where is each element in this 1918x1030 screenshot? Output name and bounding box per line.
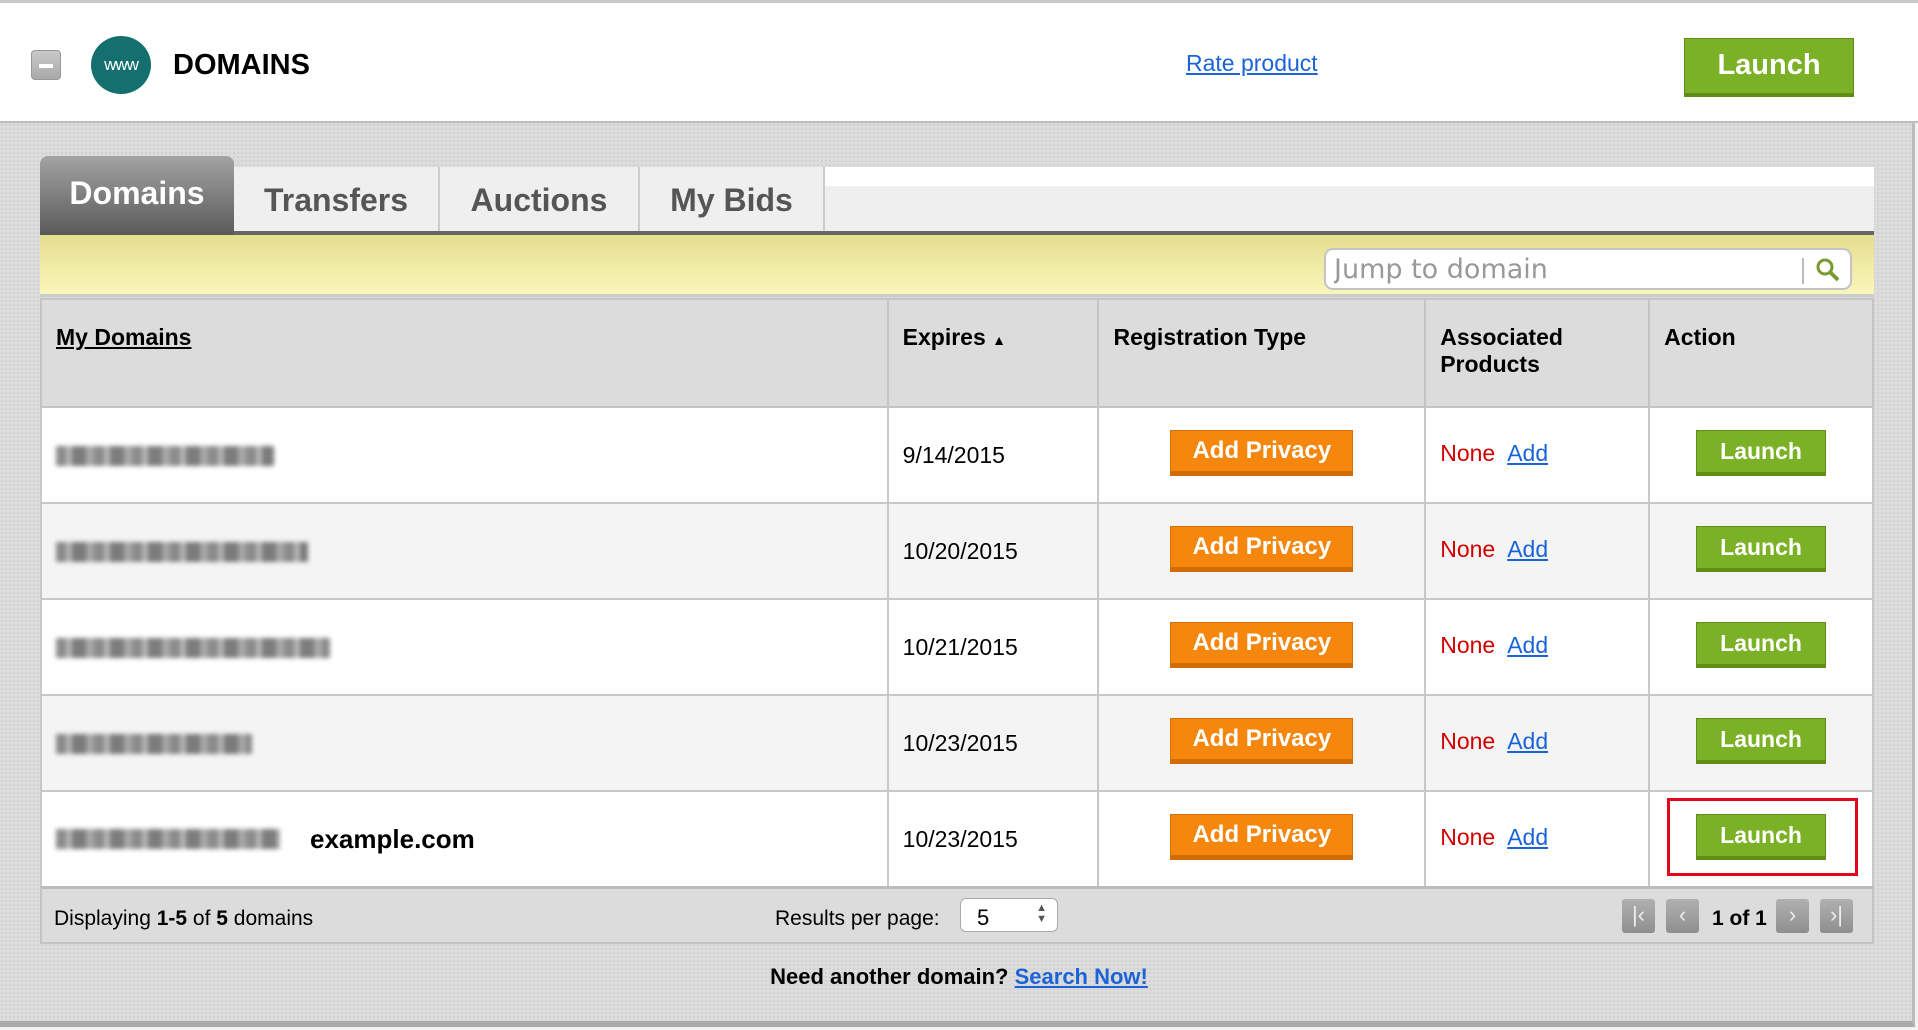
table-row: 9/14/2015 Add Privacy None Add Launch [40,406,1874,504]
domain-name-redacted[interactable] [56,542,308,563]
expires-sort[interactable]: Expires [902,324,986,350]
tab-my-bids[interactable]: My Bids [640,167,825,231]
expires-date: 10/23/2015 [886,790,1100,888]
associated-none: None [1440,824,1496,850]
first-page-icon[interactable]: |‹ [1622,899,1655,933]
page-title: DOMAINS [173,49,310,81]
associated-none: None [1440,440,1496,466]
expires-date: 10/23/2015 [886,694,1100,792]
launch-button[interactable]: Launch [1696,622,1827,668]
page-info: 1 of 1 [1712,907,1767,930]
associated-none: None [1440,536,1496,562]
jump-to-domain-field [1324,248,1852,290]
launch-button[interactable]: Launch [1696,814,1827,860]
associated-products-header: Associated Products [1424,298,1651,408]
rate-product-link[interactable]: Rate product [1186,50,1318,76]
search-prompt: Need another domain? Search Now! [0,964,1918,990]
launch-button[interactable]: Launch [1684,38,1854,97]
add-product-link[interactable]: Add [1507,632,1549,658]
launch-button[interactable]: Launch [1696,526,1827,572]
table-footer: Displaying 1-5 of 5 domains Results per … [40,886,1874,944]
expires-date: 10/21/2015 [886,598,1100,696]
divider [1802,258,1804,284]
registration-type-header: Registration Type [1097,298,1427,408]
results-per-page-value: 5 [977,905,990,930]
add-product-link[interactable]: Add [1507,536,1549,562]
sort-ascending-icon: ▲ [992,332,1007,348]
expires-date: 10/20/2015 [886,502,1100,600]
launch-button[interactable]: Launch [1696,718,1827,764]
add-product-link[interactable]: Add [1507,440,1549,466]
table-row: 10/20/2015 Add Privacy None Add Launch [40,502,1874,600]
jump-to-domain-input[interactable] [1334,254,1804,284]
associated-none: None [1440,632,1496,658]
domain-name-redacted[interactable] [56,829,280,849]
add-privacy-button[interactable]: Add Privacy [1170,430,1354,476]
domain-name-redacted[interactable] [56,638,330,659]
displaying-total: 5 [216,907,228,930]
domain-name-redacted[interactable] [56,734,252,755]
action-header: Action [1648,298,1874,408]
domains-label: domains [227,907,314,930]
my-domains-sort[interactable]: My Domains [56,324,192,350]
highlight-box [1667,798,1858,876]
tab-domains[interactable]: Domains [40,156,234,235]
add-privacy-button[interactable]: Add Privacy [1170,814,1354,860]
tab-transfers[interactable]: Transfers [234,167,440,231]
launch-button[interactable]: Launch [1696,430,1827,476]
need-another-domain-text: Need another domain? [770,964,1009,989]
collapse-button[interactable] [31,50,61,80]
displaying-count: Displaying 1-5 of 5 domains [54,907,313,931]
last-page-icon[interactable]: ›| [1820,899,1853,933]
next-page-icon[interactable]: › [1776,899,1809,933]
add-product-link[interactable]: Add [1507,824,1549,850]
of-label: of [187,907,217,930]
table-header: My Domains Expires ▲ Registration Type A… [40,298,1874,408]
results-per-page-label: Results per page: [775,907,940,930]
app-header: www DOMAINS Rate product Launch [0,0,1918,123]
search-icon[interactable] [1814,256,1842,284]
previous-page-icon[interactable]: ‹ [1666,899,1699,933]
domains-table: My Domains Expires ▲ Registration Type A… [40,298,1874,888]
displaying-range: 1-5 [156,907,188,930]
add-privacy-button[interactable]: Add Privacy [1170,526,1354,572]
displaying-label: Displaying [54,907,157,930]
stepper-arrows-icon: ▲ ▼ [1036,902,1047,925]
tab-auctions[interactable]: Auctions [440,167,640,231]
www-globe-icon: www [91,36,151,94]
search-now-link[interactable]: Search Now! [1014,964,1148,989]
expires-date: 9/14/2015 [886,406,1100,504]
table-row: 10/23/2015 Add Privacy None Add Launch [40,694,1874,792]
add-privacy-button[interactable]: Add Privacy [1170,622,1354,668]
domain-name-redacted[interactable] [56,446,274,467]
add-product-link[interactable]: Add [1507,728,1549,754]
table-row: example.com 10/23/2015 Add Privacy None A… [40,790,1874,888]
add-privacy-button[interactable]: Add Privacy [1170,718,1354,764]
domain-annotation: example.com [310,823,475,854]
table-row: 10/21/2015 Add Privacy None Add Launch [40,598,1874,696]
associated-none: None [1440,728,1496,754]
results-per-page-select[interactable]: 5 ▲ ▼ [960,898,1058,932]
